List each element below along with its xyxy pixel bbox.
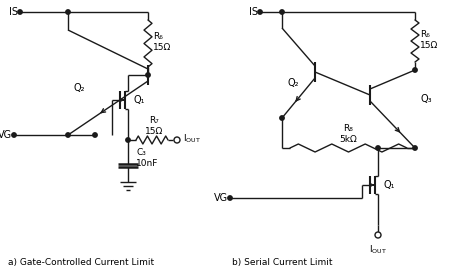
Text: Q₁: Q₁ bbox=[133, 95, 144, 105]
Text: I$_\mathrm{OUT}$: I$_\mathrm{OUT}$ bbox=[369, 244, 387, 257]
Text: I$_\mathrm{OUT}$: I$_\mathrm{OUT}$ bbox=[183, 133, 201, 145]
Text: Q₃: Q₃ bbox=[420, 94, 431, 104]
Text: R₆
15Ω: R₆ 15Ω bbox=[153, 32, 171, 52]
Circle shape bbox=[375, 232, 381, 238]
Circle shape bbox=[413, 68, 417, 72]
Text: Q₂: Q₂ bbox=[73, 83, 84, 93]
Text: R₆
15Ω: R₆ 15Ω bbox=[420, 30, 438, 50]
Circle shape bbox=[376, 146, 380, 150]
Text: VG: VG bbox=[214, 193, 228, 203]
Circle shape bbox=[18, 10, 22, 14]
Circle shape bbox=[258, 10, 262, 14]
Text: b) Serial Current Limit: b) Serial Current Limit bbox=[232, 257, 332, 266]
Circle shape bbox=[66, 10, 70, 14]
Text: Q₁: Q₁ bbox=[383, 180, 395, 190]
Text: C₃
10nF: C₃ 10nF bbox=[136, 148, 159, 168]
Text: Q₂: Q₂ bbox=[287, 78, 299, 88]
Circle shape bbox=[93, 133, 97, 137]
Circle shape bbox=[413, 146, 417, 150]
Circle shape bbox=[280, 116, 284, 120]
Text: R₈
5kΩ: R₈ 5kΩ bbox=[339, 124, 357, 144]
Text: IS: IS bbox=[249, 7, 258, 17]
Text: VG: VG bbox=[0, 130, 12, 140]
Circle shape bbox=[228, 196, 232, 200]
Circle shape bbox=[126, 138, 130, 142]
Circle shape bbox=[66, 133, 70, 137]
Text: R₇
15Ω: R₇ 15Ω bbox=[145, 116, 163, 136]
Text: IS: IS bbox=[9, 7, 18, 17]
Circle shape bbox=[174, 137, 180, 143]
Circle shape bbox=[12, 133, 16, 137]
Circle shape bbox=[146, 73, 150, 77]
Circle shape bbox=[280, 10, 284, 14]
Text: a) Gate-Controlled Current Limit: a) Gate-Controlled Current Limit bbox=[8, 257, 154, 266]
